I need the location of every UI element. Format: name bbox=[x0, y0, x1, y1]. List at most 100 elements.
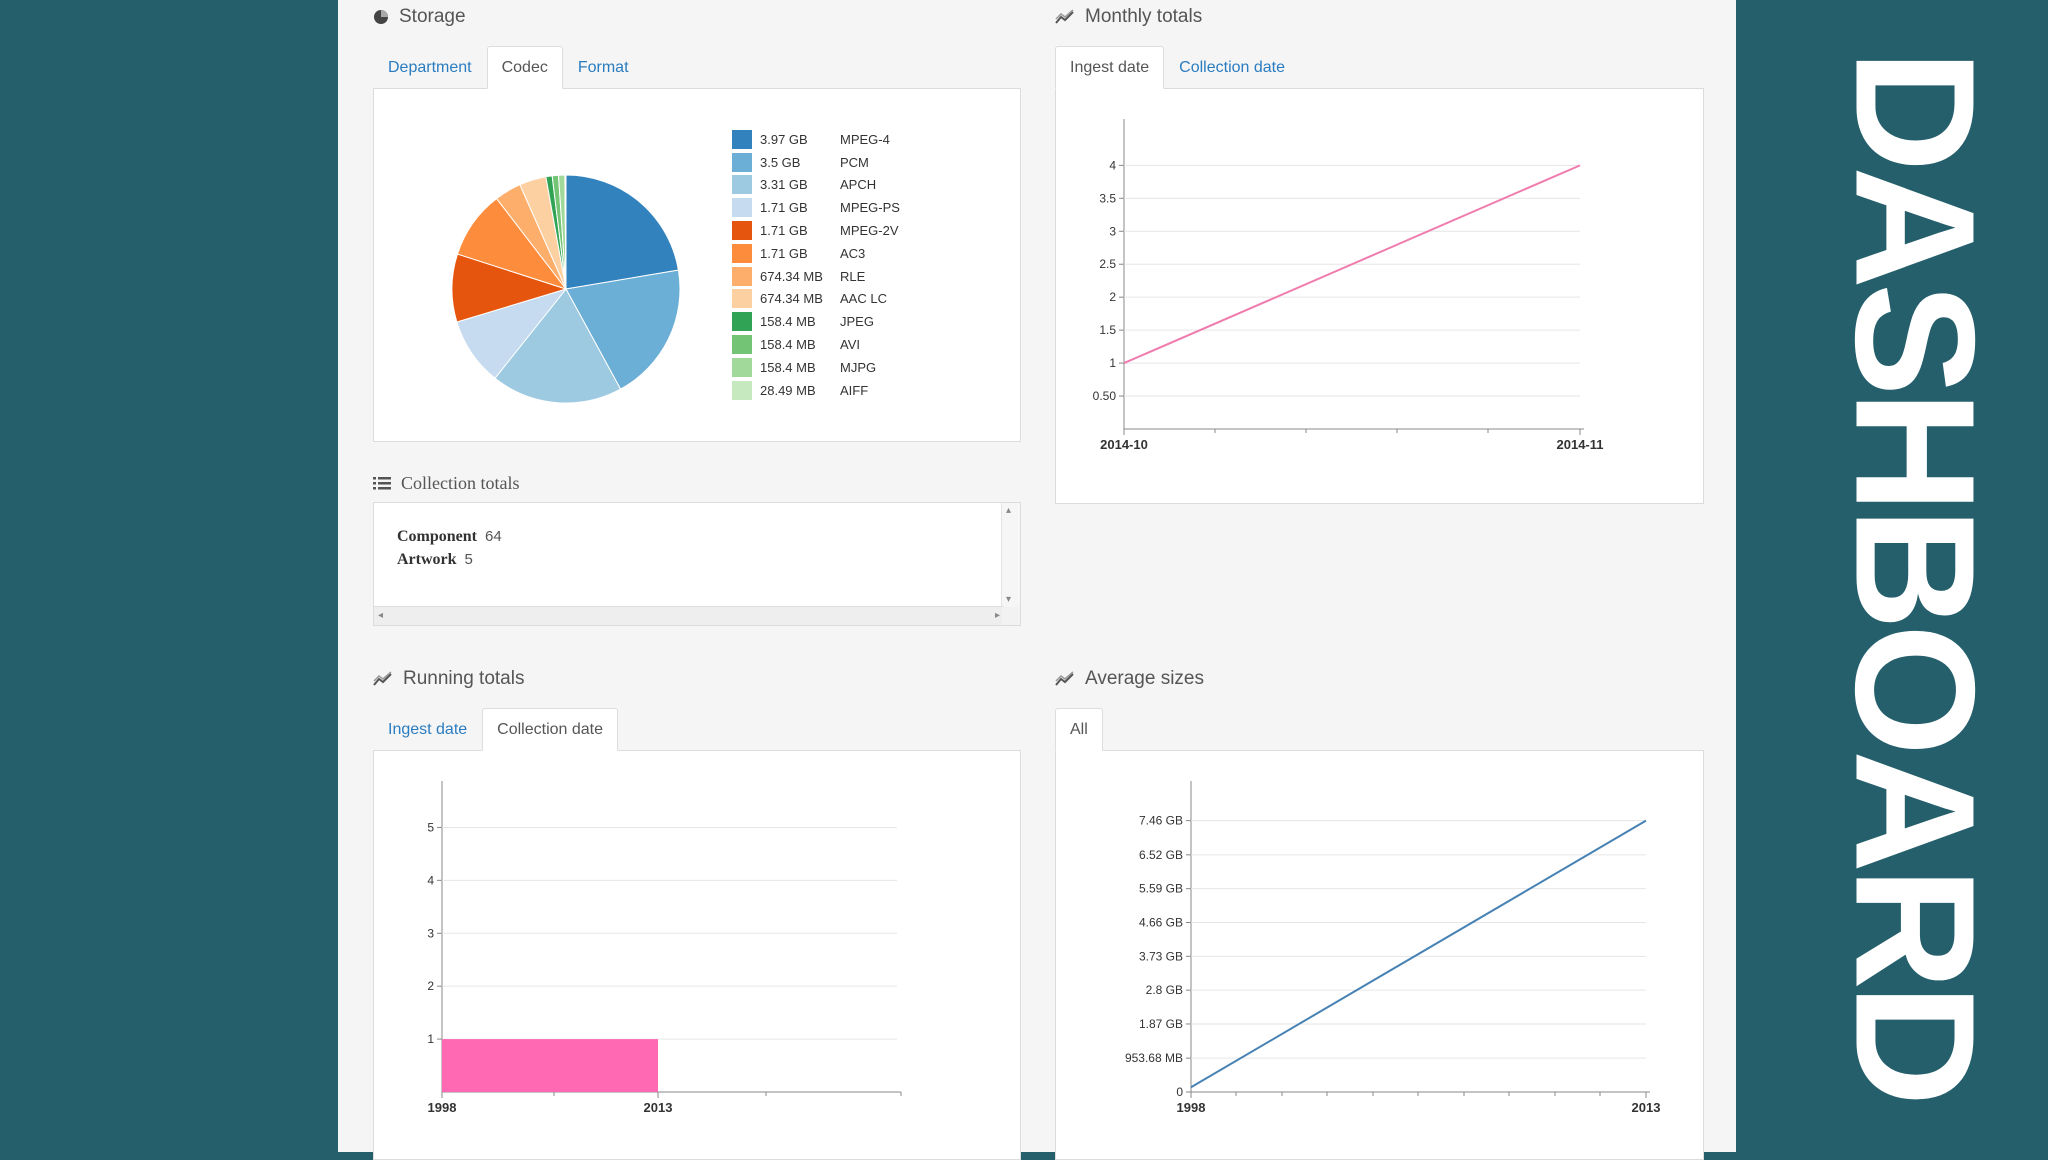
average-series-line[interactable] bbox=[1190, 819, 1647, 1089]
x-tick-label: 1998 bbox=[428, 1100, 457, 1115]
legend-label: AIFF bbox=[840, 382, 869, 398]
running-tab-collection-date[interactable]: Collection date bbox=[482, 708, 619, 751]
legend-size: 674.34 MB bbox=[760, 268, 823, 284]
x-tick-label: 1998 bbox=[1177, 1100, 1206, 1115]
monthly-tab-collection-date[interactable]: Collection date bbox=[1179, 59, 1286, 76]
legend-item[interactable]: 158.4 MB MJPG bbox=[732, 356, 900, 379]
pie-legend: 3.97 GB MPEG-4 3.5 GB PCM 3.31 GB APCH 1.71 GB… bbox=[732, 128, 900, 402]
legend-item[interactable]: 674.34 MB RLE bbox=[732, 265, 900, 288]
vertical-scrollbar[interactable]: ▴ ▾ bbox=[1001, 503, 1020, 607]
monthly-tab-ingest-date[interactable]: Ingest date bbox=[1055, 46, 1165, 89]
storage-title: Storage bbox=[373, 6, 466, 28]
legend-swatch bbox=[732, 129, 752, 149]
y-tick-label: 4 bbox=[1109, 158, 1116, 172]
y-tick-label: 1.5 bbox=[1099, 323, 1116, 337]
y-tick-label: 4.66 GB bbox=[1139, 915, 1183, 929]
legend-item[interactable]: 1.71 GB AC3 bbox=[732, 242, 900, 265]
legend-item[interactable]: 28.49 MB AIFF bbox=[732, 379, 900, 402]
legend-size: 3.97 GB bbox=[760, 131, 808, 147]
legend-item[interactable]: 3.31 GB APCH bbox=[732, 174, 900, 197]
legend-label: PCM bbox=[840, 154, 869, 170]
collection-totals-box[interactable]: Component 64 Artwork 5 ▴ ▾ ◂ ▸ bbox=[373, 502, 1021, 626]
legend-label: MPEG-PS bbox=[840, 200, 900, 216]
legend-label: APCH bbox=[840, 177, 877, 193]
y-tick-label: 1 bbox=[1109, 356, 1116, 370]
x-tick-label: 2014-11 bbox=[1557, 437, 1604, 452]
monthly-tabs: Ingest date Collection date bbox=[1055, 46, 1300, 90]
legend-label: RLE bbox=[840, 268, 866, 284]
legend-item[interactable]: 3.5 GB PCM bbox=[732, 151, 900, 174]
legend-swatch bbox=[732, 312, 752, 332]
average-chart-box: 0 953.68 MB 1.87 GB 2.8 GB 3.73 GB 4.66 GB 5.5… bbox=[1055, 750, 1704, 1160]
horizontal-scrollbar[interactable]: ◂ ▸ bbox=[374, 606, 1004, 625]
dashboard-banner: DASHBOARD bbox=[1819, 50, 2009, 1101]
y-tick-label: 3 bbox=[1109, 224, 1116, 238]
monthly-series-line[interactable] bbox=[1123, 164, 1581, 365]
legend-size: 28.49 MB bbox=[760, 382, 816, 398]
line-chart-icon bbox=[1055, 9, 1074, 24]
pie-slice-pcm[interactable] bbox=[565, 269, 681, 390]
totals-row-artwork: Artwork 5 bbox=[397, 551, 473, 568]
pie-slice-apch[interactable] bbox=[494, 288, 622, 404]
legend-label: MPEG-4 bbox=[840, 131, 890, 147]
list-icon bbox=[373, 477, 391, 490]
codec-pie-chart bbox=[451, 174, 681, 404]
running-bar[interactable] bbox=[442, 1039, 658, 1092]
y-tick-label: 0 bbox=[1176, 1085, 1183, 1099]
storage-tabs: Department Codec Format bbox=[373, 46, 644, 90]
dashboard-banner-text: DASHBOARD bbox=[1819, 49, 2009, 1101]
pie-slice-mpeg-4[interactable] bbox=[565, 174, 680, 290]
legend-item[interactable]: 1.71 GB MPEG-PS bbox=[732, 196, 900, 219]
average-line-chart: 0 953.68 MB 1.87 GB 2.8 GB 3.73 GB 4.66 GB 5.5… bbox=[1125, 781, 1661, 1115]
legend-label: AVI bbox=[840, 337, 860, 353]
line-chart-icon bbox=[373, 671, 392, 686]
legend-swatch bbox=[732, 175, 752, 195]
legend-size: 158.4 MB bbox=[760, 314, 816, 330]
running-title: Running totals bbox=[373, 668, 524, 690]
legend-swatch bbox=[732, 335, 752, 355]
legend-swatch bbox=[732, 357, 752, 377]
pie-slice-aiff[interactable] bbox=[564, 174, 567, 290]
y-tick-label: 2.5 bbox=[1099, 257, 1116, 271]
storage-tab-format[interactable]: Format bbox=[577, 59, 629, 76]
legend-item[interactable]: 3.97 GB MPEG-4 bbox=[732, 128, 900, 151]
monthly-line-chart: 0.50 1 1.5 2 2.5 3 3.5 4 2014-10 2014-11 bbox=[1093, 119, 1604, 452]
scroll-right-icon[interactable]: ▸ bbox=[994, 610, 1000, 621]
legend-label: AAC LC bbox=[840, 291, 887, 307]
legend-item[interactable]: 158.4 MB JPEG bbox=[732, 310, 900, 333]
running-tabs: Ingest date Collection date bbox=[373, 708, 619, 752]
x-tick-label: 2013 bbox=[1632, 1100, 1661, 1115]
line-chart-icon bbox=[1055, 671, 1074, 686]
storage-tab-department[interactable]: Department bbox=[388, 59, 472, 76]
x-tick-label: 2013 bbox=[644, 1100, 673, 1115]
y-tick-label: 2 bbox=[427, 979, 434, 993]
legend-size: 158.4 MB bbox=[760, 337, 816, 353]
legend-item[interactable]: 158.4 MB AVI bbox=[732, 333, 900, 356]
running-tab-ingest-date[interactable]: Ingest date bbox=[388, 721, 468, 738]
y-tick-label: 0.50 bbox=[1093, 389, 1117, 403]
scroll-up-icon[interactable]: ▴ bbox=[1006, 505, 1012, 516]
legend-item[interactable]: 1.71 GB MPEG-2V bbox=[732, 219, 900, 242]
legend-size: 1.71 GB bbox=[760, 200, 808, 216]
collection-totals-title: Collection totals bbox=[373, 473, 520, 494]
monthly-chart-box: 0.50 1 1.5 2 2.5 3 3.5 4 2014-10 2014-11 bbox=[1055, 88, 1704, 504]
legend-label: MPEG-2V bbox=[840, 223, 899, 239]
legend-swatch bbox=[732, 152, 752, 172]
legend-swatch bbox=[732, 380, 752, 400]
scroll-left-icon[interactable]: ◂ bbox=[378, 610, 384, 621]
storage-tab-codec[interactable]: Codec bbox=[486, 46, 563, 89]
pie-chart-icon bbox=[374, 10, 388, 24]
legend-label: AC3 bbox=[840, 245, 866, 261]
average-tab-all[interactable]: All bbox=[1055, 708, 1103, 751]
legend-swatch bbox=[732, 289, 752, 309]
totals-row-component: Component 64 bbox=[397, 528, 502, 545]
legend-size: 3.31 GB bbox=[760, 177, 808, 193]
legend-size: 1.71 GB bbox=[760, 245, 808, 261]
legend-label: MJPG bbox=[840, 359, 877, 375]
scroll-down-icon[interactable]: ▾ bbox=[1006, 594, 1012, 605]
legend-size: 158.4 MB bbox=[760, 359, 816, 375]
storage-chart-box bbox=[373, 88, 1021, 442]
y-tick-label: 3.5 bbox=[1099, 191, 1116, 205]
legend-item[interactable]: 674.34 MB AAC LC bbox=[732, 288, 900, 311]
monthly-title: Monthly totals bbox=[1055, 6, 1202, 28]
